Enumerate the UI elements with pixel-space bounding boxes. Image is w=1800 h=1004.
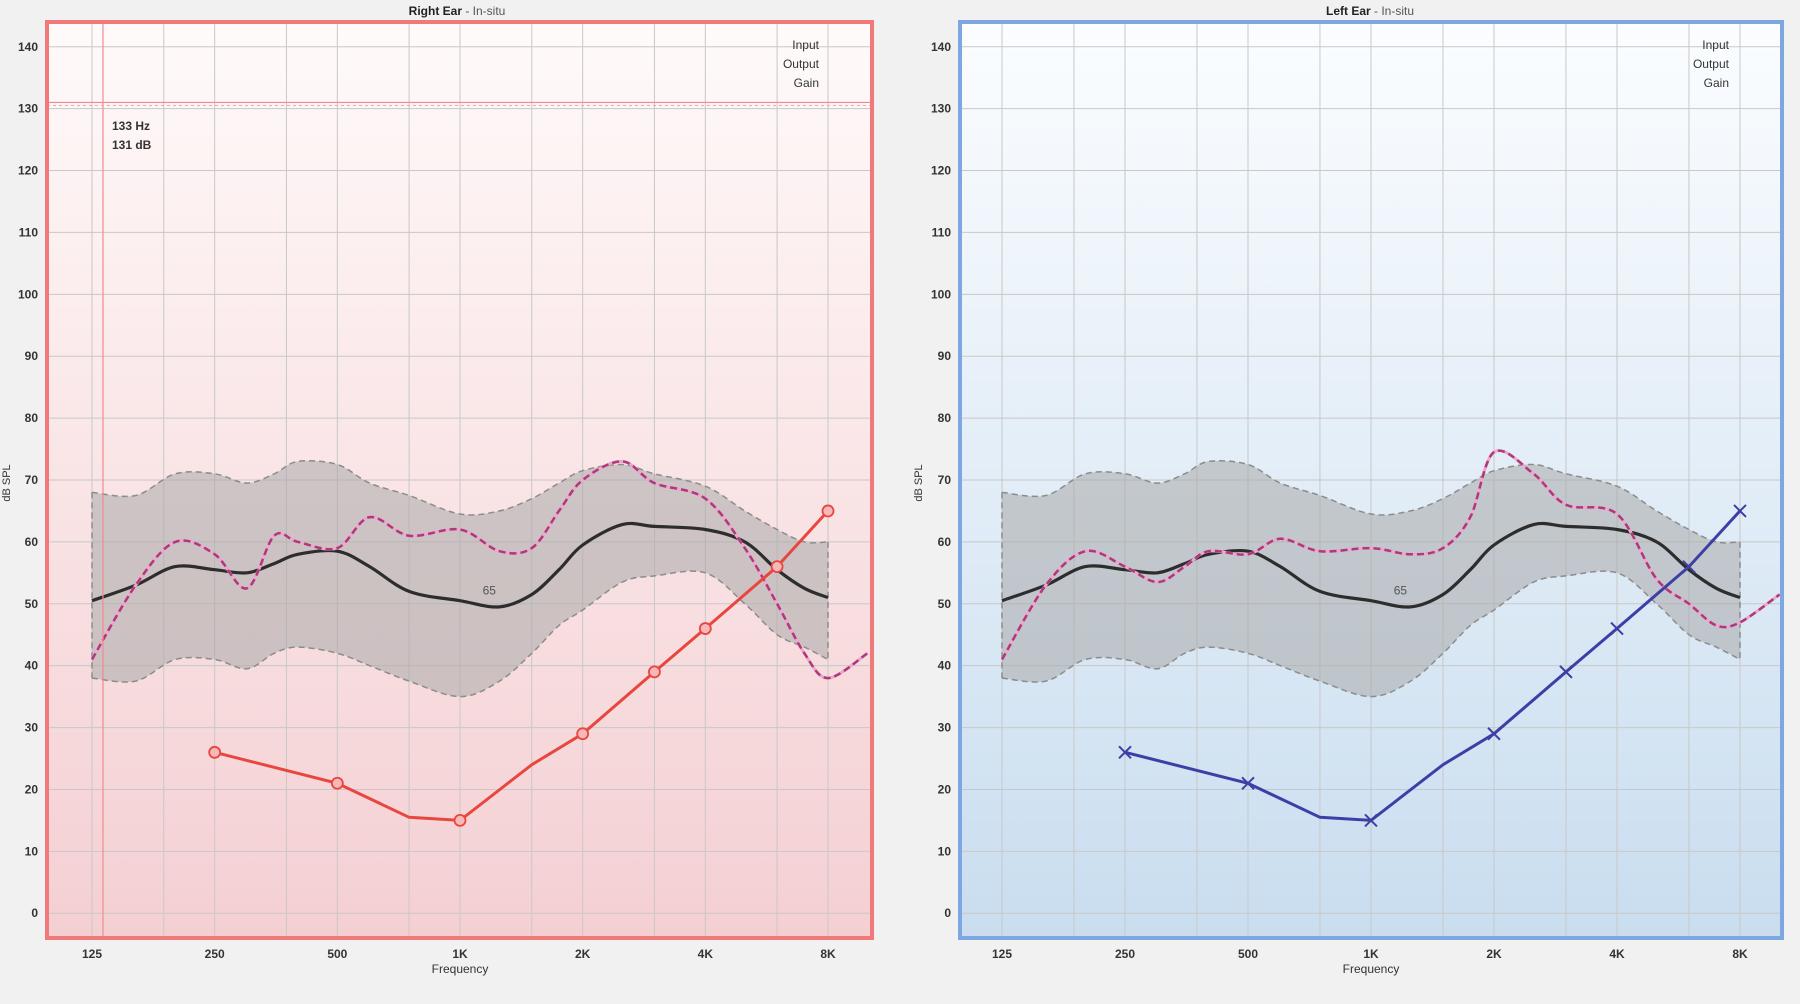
y-tick-label: 140 (931, 40, 951, 54)
x-tick-label: 500 (327, 947, 347, 961)
y-tick-label: 20 (25, 782, 39, 796)
y-axis-label: dB SPL (913, 464, 925, 501)
chart-title-mode: - In-situ (462, 4, 505, 18)
y-tick-label: 30 (938, 721, 952, 735)
y-tick-label: 20 (938, 782, 952, 796)
y-axis-label: dB SPL (1, 464, 13, 501)
y-tick-label: 0 (944, 906, 951, 920)
threshold-marker (330, 776, 344, 790)
threshold-marker (648, 665, 661, 679)
x-tick-label: 250 (1115, 947, 1135, 961)
threshold-marker (1733, 504, 1747, 518)
threshold-line (214, 509, 830, 822)
speech-range-upper (91, 459, 829, 544)
legend-item: Gain (794, 76, 819, 90)
x-tick-label: 8K (1732, 947, 1748, 961)
x-tick-label: 2K (575, 947, 591, 961)
x-tick-label: 2K (1486, 947, 1502, 961)
y-tick-label: 50 (25, 597, 39, 611)
speech-level-label: 65 (483, 584, 497, 598)
response-curve (1000, 449, 1781, 661)
chart-frame (45, 20, 874, 940)
y-tick-label: 10 (938, 844, 952, 858)
x-tick-label: 500 (1238, 947, 1258, 961)
threshold-marker (453, 814, 467, 827)
y-tick-label: 80 (938, 411, 952, 425)
x-axis-label: Frequency (1343, 962, 1400, 976)
threshold-marker (1487, 727, 1501, 741)
speech-range-band (1002, 460, 1740, 697)
y-tick-label: 60 (938, 535, 952, 549)
y-tick-label: 70 (25, 473, 39, 487)
y-tick-label: 140 (18, 40, 38, 54)
threshold-marker (208, 745, 222, 759)
y-tick-label: 130 (931, 102, 951, 116)
speech-range-lower (1001, 570, 1741, 698)
chart-title-mode: - In-situ (1371, 4, 1414, 18)
x-tick-label: 4K (698, 947, 714, 961)
y-tick-label: 60 (25, 535, 39, 549)
y-tick-label: 110 (19, 225, 39, 239)
chart-title: Left Ear - In-situ (1326, 4, 1414, 18)
chart-title-ear: Left Ear (1326, 4, 1371, 18)
right-ear-chart: 65 133 Hz 131 dB Input Output Gain 0 10 20 30 40 50… (1, 4, 874, 976)
y-tick-label: 40 (25, 659, 39, 673)
y-tick-label: 10 (25, 844, 39, 858)
x-tick-label: 1K (452, 947, 468, 961)
threshold-marker (770, 560, 784, 574)
y-tick-label: 0 (31, 906, 38, 920)
left-ear-chart: 65 Input Output Gain 0 10 20 30 40 50 60 70 80 90 100 1… (913, 4, 1784, 976)
legend-item: Output (783, 57, 820, 71)
response-curve (90, 460, 869, 680)
legend-item: Input (792, 38, 819, 52)
x-tick-label: 1K (1363, 947, 1379, 961)
x-tick-label: 125 (992, 947, 1012, 961)
threshold-marker (1559, 665, 1573, 679)
x-tick-label: 4K (1609, 947, 1625, 961)
threshold-marker (1364, 813, 1378, 828)
y-tick-label: 90 (25, 349, 39, 363)
threshold-marker (821, 504, 835, 518)
x-tick-label: 250 (205, 947, 225, 961)
speech-level-label: 65 (1394, 584, 1408, 598)
chart-frame (958, 20, 1784, 940)
threshold-marker (698, 622, 712, 635)
x-tick-label: 125 (82, 947, 102, 961)
threshold-marker (1118, 745, 1132, 760)
x-tick-label: 8K (820, 947, 836, 961)
y-tick-label: 110 (932, 225, 952, 239)
x-axis-label: Frequency (432, 962, 489, 976)
threshold-marker (1682, 559, 1696, 574)
y-tick-label: 120 (18, 164, 38, 178)
y-tick-label: 40 (938, 659, 952, 673)
cursor-readout: 131 dB (112, 138, 152, 152)
y-tick-label: 90 (938, 349, 952, 363)
legend-item: Gain (1704, 76, 1729, 90)
speech-median-line (1001, 521, 1741, 609)
y-tick-label: 80 (25, 411, 39, 425)
legend-item: Input (1702, 38, 1729, 52)
y-tick-label: 120 (931, 164, 951, 178)
speech-range-upper (1001, 459, 1741, 544)
cursor-readout: 133 Hz (112, 119, 150, 133)
threshold-marker (1241, 776, 1255, 790)
speech-median-line (91, 521, 829, 609)
speech-range-band (92, 460, 828, 697)
y-tick-label: 100 (931, 287, 951, 301)
y-tick-label: 50 (938, 597, 952, 611)
y-tick-label: 130 (18, 102, 38, 116)
y-tick-label: 70 (938, 473, 952, 487)
threshold-marker (576, 727, 590, 741)
y-tick-label: 100 (18, 287, 38, 301)
threshold-line (1124, 509, 1742, 822)
speech-range-lower (91, 570, 829, 698)
chart-title: Right Ear - In-situ (409, 4, 506, 18)
threshold-marker (1610, 621, 1624, 636)
y-tick-label: 30 (25, 721, 39, 735)
chart-title-ear: Right Ear (409, 4, 463, 18)
legend-item: Output (1693, 57, 1730, 71)
